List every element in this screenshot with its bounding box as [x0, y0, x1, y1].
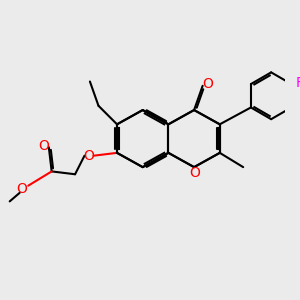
Text: O: O [16, 182, 27, 196]
Text: F: F [296, 76, 300, 90]
Text: O: O [83, 149, 94, 163]
Text: O: O [202, 77, 213, 92]
Text: O: O [189, 167, 200, 180]
Text: O: O [38, 139, 49, 153]
